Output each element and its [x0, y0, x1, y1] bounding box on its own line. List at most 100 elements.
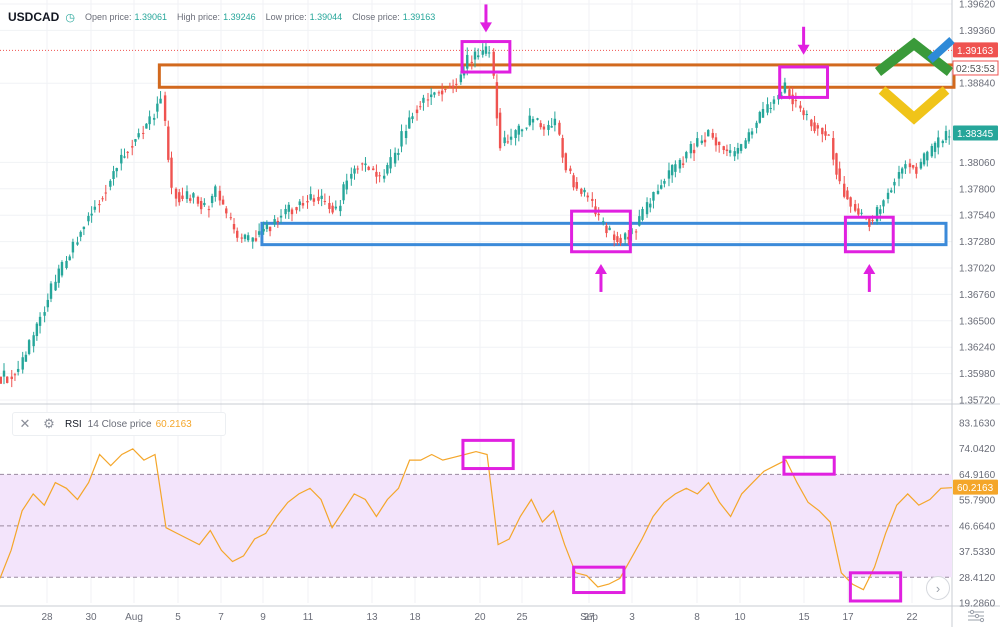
candle-body [448, 87, 452, 89]
candle-body [835, 153, 838, 175]
time-tick-label: 27 [583, 612, 595, 623]
candle-body [678, 159, 682, 169]
price-tick-label: 1.36240 [959, 343, 996, 354]
gear-icon[interactable]: ⚙ [43, 416, 55, 431]
arrow-up-icon [863, 263, 876, 274]
price-tick-label: 1.39620 [959, 0, 996, 11]
candle-body [426, 99, 430, 101]
candle-body [667, 170, 671, 179]
candle-body [591, 198, 594, 201]
candle-body [35, 323, 39, 337]
candle-body [663, 180, 666, 184]
candle-body [794, 100, 798, 102]
candle-body [43, 312, 46, 316]
time-tick-label: 15 [798, 612, 810, 623]
candle-body [900, 168, 904, 174]
candle-body [707, 130, 710, 137]
candle-body [167, 126, 170, 160]
candle-body [331, 205, 334, 213]
candle-body [517, 125, 521, 135]
candle-body [273, 219, 276, 225]
time-tick-label: Sep [580, 612, 598, 623]
price-tick-label: 1.37540 [959, 211, 996, 222]
candle-body [799, 105, 802, 109]
settings-icon-knob [979, 617, 985, 623]
candle-body [674, 164, 677, 172]
chevron-right-icon: › [935, 580, 941, 596]
symbol-name[interactable]: USDCAD [8, 10, 60, 24]
candle-body [652, 191, 655, 201]
candle-body [265, 224, 269, 230]
price-tick-label: 1.36760 [959, 290, 996, 301]
candle-body [487, 52, 491, 54]
candle-body [115, 168, 118, 172]
highlight-box [778, 65, 830, 99]
candle-body [170, 157, 173, 188]
candle-body [408, 117, 411, 129]
candle-body [345, 180, 348, 190]
candle-body [788, 89, 791, 98]
candle-body [411, 116, 414, 120]
candle-body [893, 181, 896, 186]
candle-body [857, 208, 860, 215]
annotations [460, 4, 903, 603]
candle-body [2, 370, 6, 377]
scroll-right-button[interactable]: › [926, 576, 950, 600]
candle-body [503, 137, 506, 144]
rsi-tick-label: 55.7900 [959, 496, 996, 507]
candle-body [761, 108, 765, 118]
candle-body [131, 146, 134, 148]
candle-body [692, 149, 696, 154]
price-tick-label: 1.37280 [959, 237, 996, 248]
candle-body [342, 184, 345, 201]
candle-body [79, 231, 82, 237]
rsi-tick-label: 37.5330 [959, 547, 996, 558]
candle-body [700, 140, 704, 144]
candle-body [364, 163, 367, 166]
candle-body [619, 237, 622, 244]
candle-body [372, 168, 375, 171]
candle-body [948, 136, 951, 138]
rsi-highlight-box [782, 455, 836, 476]
candle-body [860, 212, 863, 214]
candle-body [240, 237, 243, 239]
candle-body [229, 217, 233, 219]
candle-body [38, 316, 42, 326]
candle-body [243, 234, 247, 239]
close-icon[interactable]: ✕ [19, 416, 31, 431]
time-tick-label: 5 [175, 612, 181, 623]
candle-body [32, 335, 35, 347]
candle-body [703, 139, 707, 143]
candle-body [816, 125, 819, 129]
candle-body [711, 132, 714, 138]
candle-body [824, 131, 827, 136]
candle-body [451, 85, 455, 88]
candle-body [24, 354, 28, 362]
price-tick-label: 1.36500 [959, 316, 996, 327]
rsi-current-badge [953, 479, 998, 495]
rsi-tick-label: 74.0420 [959, 444, 996, 455]
candle-body [46, 299, 50, 308]
support-resistance-zones [157, 63, 956, 247]
price-tick-label: 1.37020 [959, 264, 996, 275]
candle-body [13, 374, 17, 376]
price-tick-label: 1.39360 [959, 26, 996, 37]
candle-body [386, 165, 389, 174]
time-tick-label: 28 [41, 612, 53, 623]
candle-body [685, 152, 688, 159]
candle-body [68, 256, 71, 261]
candle-body [367, 166, 370, 170]
candle-body [681, 163, 685, 165]
candle-body [393, 152, 397, 164]
open-label: Open price: [84, 12, 132, 22]
candle-body [473, 51, 477, 60]
candle-body [320, 195, 323, 199]
candle-body [353, 168, 356, 174]
candle-body [495, 82, 499, 119]
candle-body [440, 90, 444, 95]
candle-body [287, 204, 290, 212]
candle-body [112, 171, 115, 179]
rsi-params: 14 Close price [87, 418, 152, 430]
candle-body [104, 192, 107, 194]
